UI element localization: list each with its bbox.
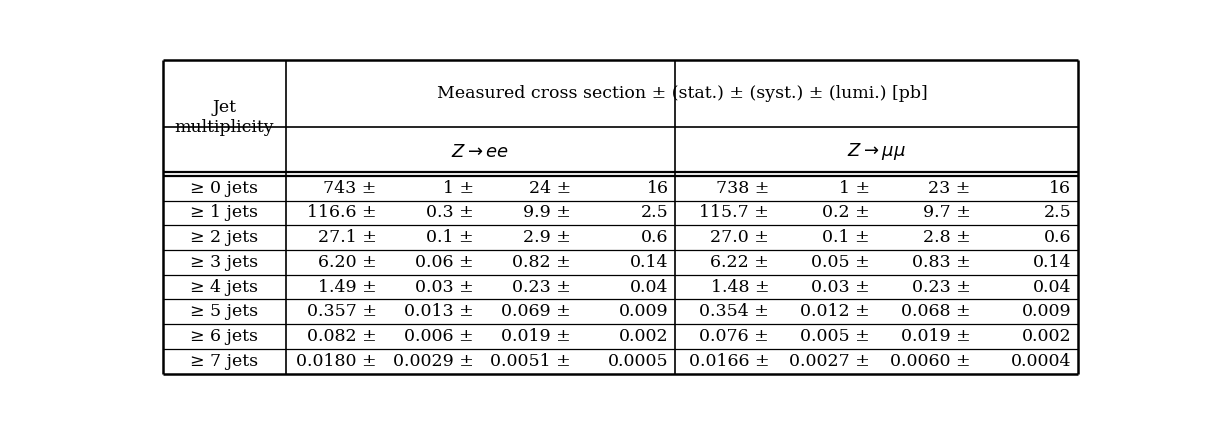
Text: 0.0004: 0.0004	[1010, 353, 1071, 370]
Text: ≥ 1 jets: ≥ 1 jets	[190, 204, 258, 221]
Text: 0.019 ±: 0.019 ±	[900, 328, 970, 345]
Text: 0.012 ±: 0.012 ±	[800, 303, 870, 320]
Text: 0.14: 0.14	[630, 254, 668, 271]
Text: ≥ 5 jets: ≥ 5 jets	[190, 303, 259, 320]
Text: 0.2 ±: 0.2 ±	[822, 204, 870, 221]
Text: 0.005 ±: 0.005 ±	[800, 328, 870, 345]
Text: 0.05 ±: 0.05 ±	[811, 254, 870, 271]
Text: ≥ 3 jets: ≥ 3 jets	[190, 254, 259, 271]
Text: 0.0051 ±: 0.0051 ±	[490, 353, 571, 370]
Text: 0.82 ±: 0.82 ±	[513, 254, 571, 271]
Text: 6.20 ±: 6.20 ±	[318, 254, 376, 271]
Text: 0.1 ±: 0.1 ±	[823, 229, 870, 246]
Text: 0.23 ±: 0.23 ±	[512, 278, 571, 296]
Text: 9.7 ±: 9.7 ±	[923, 204, 970, 221]
Text: ≥ 4 jets: ≥ 4 jets	[190, 278, 258, 296]
Text: 16: 16	[646, 180, 668, 197]
Text: 9.9 ±: 9.9 ±	[524, 204, 571, 221]
Text: 2.5: 2.5	[1043, 204, 1071, 221]
Text: 116.6 ±: 116.6 ±	[307, 204, 376, 221]
Text: 0.04: 0.04	[630, 278, 668, 296]
Text: 6.22 ±: 6.22 ±	[710, 254, 770, 271]
Text: 0.23 ±: 0.23 ±	[911, 278, 970, 296]
Text: 0.076 ±: 0.076 ±	[699, 328, 770, 345]
Text: 0.0027 ±: 0.0027 ±	[789, 353, 870, 370]
Text: 0.009: 0.009	[1021, 303, 1071, 320]
Text: 0.0166 ±: 0.0166 ±	[688, 353, 770, 370]
Text: 0.069 ±: 0.069 ±	[501, 303, 571, 320]
Text: 0.009: 0.009	[618, 303, 668, 320]
Text: 1 ±: 1 ±	[839, 180, 870, 197]
Text: 0.0005: 0.0005	[607, 353, 668, 370]
Text: 0.1 ±: 0.1 ±	[426, 229, 474, 246]
Text: 1.49 ±: 1.49 ±	[318, 278, 376, 296]
Text: 0.0180 ±: 0.0180 ±	[296, 353, 376, 370]
Text: ≥ 6 jets: ≥ 6 jets	[190, 328, 258, 345]
Text: 0.83 ±: 0.83 ±	[912, 254, 970, 271]
Text: ≥ 0 jets: ≥ 0 jets	[190, 180, 258, 197]
Text: 16: 16	[1049, 180, 1071, 197]
Text: 0.019 ±: 0.019 ±	[501, 328, 571, 345]
Text: Measured cross section ± (stat.) ± (syst.) ± (lumi.) [pb]: Measured cross section ± (stat.) ± (syst…	[437, 85, 927, 102]
Text: 738 ±: 738 ±	[716, 180, 770, 197]
Text: 0.357 ±: 0.357 ±	[307, 303, 376, 320]
Text: 0.006 ±: 0.006 ±	[404, 328, 474, 345]
Text: Jet
multiplicity: Jet multiplicity	[174, 100, 275, 136]
Text: $Z \rightarrow \mu\mu$: $Z \rightarrow \mu\mu$	[847, 141, 906, 162]
Text: 0.0029 ±: 0.0029 ±	[393, 353, 474, 370]
Text: 0.002: 0.002	[618, 328, 668, 345]
Text: 1 ±: 1 ±	[443, 180, 474, 197]
Text: 0.6: 0.6	[1044, 229, 1071, 246]
Text: ≥ 2 jets: ≥ 2 jets	[190, 229, 259, 246]
Text: 0.14: 0.14	[1032, 254, 1071, 271]
Text: 2.5: 2.5	[641, 204, 668, 221]
Text: 2.9 ±: 2.9 ±	[524, 229, 571, 246]
Text: 27.1 ±: 27.1 ±	[318, 229, 376, 246]
Text: 743 ±: 743 ±	[323, 180, 376, 197]
Text: 0.002: 0.002	[1021, 328, 1071, 345]
Text: 0.0060 ±: 0.0060 ±	[889, 353, 970, 370]
Text: ≥ 7 jets: ≥ 7 jets	[190, 353, 259, 370]
Text: 24 ±: 24 ±	[529, 180, 571, 197]
Text: 1.48 ±: 1.48 ±	[710, 278, 770, 296]
Text: 115.7 ±: 115.7 ±	[699, 204, 770, 221]
Text: 0.013 ±: 0.013 ±	[404, 303, 474, 320]
Text: $Z \rightarrow ee$: $Z \rightarrow ee$	[451, 142, 509, 160]
Text: 0.354 ±: 0.354 ±	[699, 303, 770, 320]
Text: 0.3 ±: 0.3 ±	[426, 204, 474, 221]
Text: 0.06 ±: 0.06 ±	[415, 254, 474, 271]
Text: 0.03 ±: 0.03 ±	[415, 278, 474, 296]
Text: 23 ±: 23 ±	[928, 180, 970, 197]
Text: 0.068 ±: 0.068 ±	[901, 303, 970, 320]
Text: 0.6: 0.6	[641, 229, 668, 246]
Text: 27.0 ±: 27.0 ±	[710, 229, 770, 246]
Text: 0.082 ±: 0.082 ±	[307, 328, 376, 345]
Text: 2.8 ±: 2.8 ±	[923, 229, 970, 246]
Text: 0.03 ±: 0.03 ±	[811, 278, 870, 296]
Text: 0.04: 0.04	[1032, 278, 1071, 296]
